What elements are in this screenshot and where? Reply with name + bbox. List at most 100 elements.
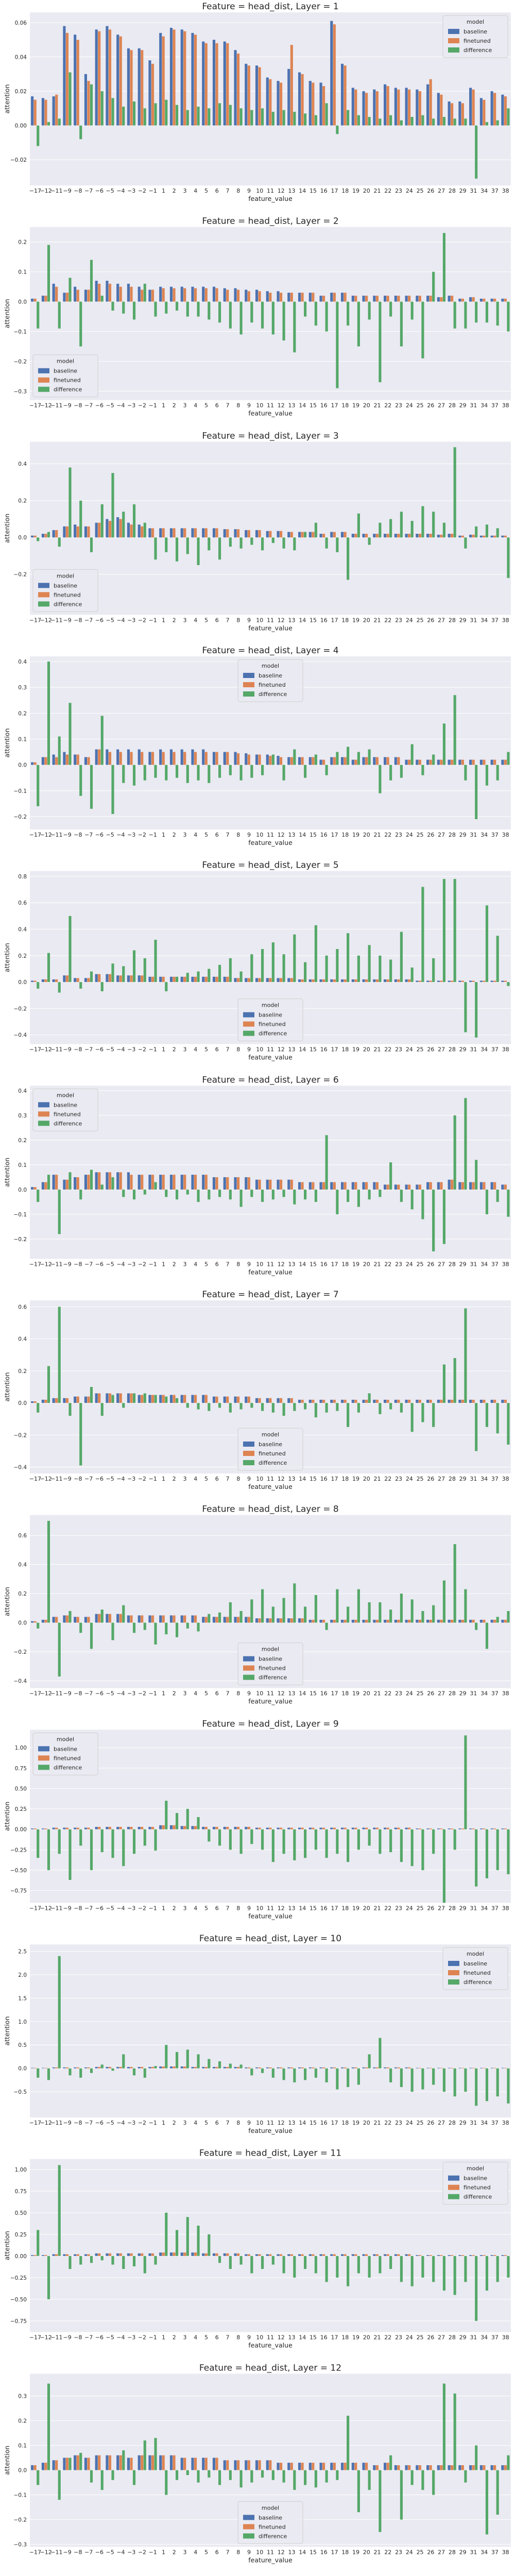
x-tick-label: −8 xyxy=(74,1476,82,1482)
x-tick-label: 37 xyxy=(491,1261,499,1267)
bar-finetuned xyxy=(451,980,454,982)
bar-finetuned xyxy=(312,2254,315,2256)
bar-baseline xyxy=(106,280,109,302)
bar-finetuned xyxy=(493,1828,496,1829)
bar-finetuned xyxy=(408,534,411,538)
bar-finetuned xyxy=(301,1827,304,1829)
bar-baseline xyxy=(41,2463,44,2470)
y-tick-label: 0.4 xyxy=(18,1336,27,1343)
bar-finetuned xyxy=(365,1827,368,1829)
bar-baseline xyxy=(191,286,194,302)
y-tick-label: 0.50 xyxy=(15,2210,27,2216)
bar-finetuned xyxy=(354,2254,357,2256)
bar-difference xyxy=(100,1403,104,1416)
bar-baseline xyxy=(169,2252,173,2256)
bar-finetuned xyxy=(33,1401,37,1403)
x-tick-label: 6 xyxy=(215,1046,219,1053)
bar-baseline xyxy=(501,94,504,126)
bar-difference xyxy=(507,1403,510,1445)
legend-swatch-baseline xyxy=(38,583,49,588)
bar-baseline xyxy=(437,759,440,765)
bar-finetuned xyxy=(418,1184,421,1190)
x-tick-label: 12 xyxy=(278,2549,285,2555)
bar-baseline xyxy=(41,2067,44,2069)
bar-baseline xyxy=(277,2067,280,2069)
bar-baseline xyxy=(405,88,408,126)
bar-finetuned xyxy=(279,757,283,765)
bar-baseline xyxy=(405,295,408,302)
chart-title: Feature = head_dist, Layer = 4 xyxy=(202,646,338,656)
bar-finetuned xyxy=(397,1827,400,1829)
bar-baseline xyxy=(234,529,237,538)
bar-baseline xyxy=(255,2254,259,2256)
y-tick-label: 0.4 xyxy=(18,461,27,467)
y-tick-label: 0.4 xyxy=(18,1562,27,1568)
bar-baseline xyxy=(106,974,109,982)
bar-difference xyxy=(250,537,253,545)
x-tick-label: −5 xyxy=(106,1905,114,1911)
bar-finetuned xyxy=(440,1828,443,1829)
bar-difference xyxy=(347,110,350,126)
bar-finetuned xyxy=(375,295,379,302)
bar-difference xyxy=(197,301,200,317)
bar-finetuned xyxy=(322,2067,325,2069)
x-tick-label: 6 xyxy=(215,188,219,194)
legend-swatch-difference xyxy=(38,386,49,392)
bar-finetuned xyxy=(301,1618,304,1623)
x-tick-label: −6 xyxy=(95,1905,104,1911)
x-tick-label: 21 xyxy=(374,1261,381,1267)
bar-difference xyxy=(432,118,435,126)
bar-difference xyxy=(421,506,424,538)
x-tick-label: −11 xyxy=(50,2120,62,2126)
bar-finetuned xyxy=(344,1182,347,1190)
bar-baseline xyxy=(31,535,34,538)
bar-difference xyxy=(229,1829,232,1850)
bar-baseline xyxy=(501,535,504,538)
bar-difference xyxy=(379,118,382,126)
x-tick-label: 17 xyxy=(331,1476,338,1482)
bar-finetuned xyxy=(408,1399,411,1403)
x-tick-label: −7 xyxy=(84,2549,93,2555)
bar-baseline xyxy=(245,753,248,765)
bar-difference xyxy=(464,118,467,126)
bar-difference xyxy=(347,1606,350,1623)
bar-finetuned xyxy=(151,752,154,765)
bar-baseline xyxy=(351,295,354,302)
bar-finetuned xyxy=(258,1398,261,1403)
bar-finetuned xyxy=(290,978,293,982)
x-tick-label: 31 xyxy=(470,1476,477,1482)
bar-finetuned xyxy=(397,1184,400,1190)
bar-baseline xyxy=(202,1826,205,1829)
bar-difference xyxy=(208,1189,211,1200)
x-tick-label: 5 xyxy=(204,1046,208,1053)
y-axis-label: attention xyxy=(3,2446,11,2475)
bar-baseline xyxy=(138,1615,141,1623)
bar-difference xyxy=(475,1622,478,1630)
bar-baseline xyxy=(319,979,322,982)
y-tick-label: 0.02 xyxy=(15,89,27,95)
bar-baseline xyxy=(266,1179,269,1190)
bar-finetuned xyxy=(418,2255,421,2256)
x-tick-label: 16 xyxy=(320,1905,328,1911)
bar-difference xyxy=(282,301,285,341)
bar-finetuned xyxy=(451,1619,454,1623)
bar-finetuned xyxy=(451,103,454,126)
bar-baseline xyxy=(41,2255,44,2256)
x-tick-label: 27 xyxy=(438,1905,445,1911)
bar-finetuned xyxy=(440,759,443,765)
bar-baseline xyxy=(394,295,397,302)
bar-baseline xyxy=(448,1179,451,1190)
bar-difference xyxy=(379,1403,382,1414)
x-tick-label: 12 xyxy=(278,617,285,623)
bar-difference xyxy=(122,2450,125,2470)
bar-finetuned xyxy=(483,535,486,538)
x-tick-label: 27 xyxy=(438,2549,445,2555)
legend-label-baseline: baseline xyxy=(464,1960,487,1967)
bar-finetuned xyxy=(183,2252,186,2256)
bar-finetuned xyxy=(504,96,507,126)
x-tick-label: 37 xyxy=(491,832,499,838)
bar-difference xyxy=(400,2470,403,2520)
